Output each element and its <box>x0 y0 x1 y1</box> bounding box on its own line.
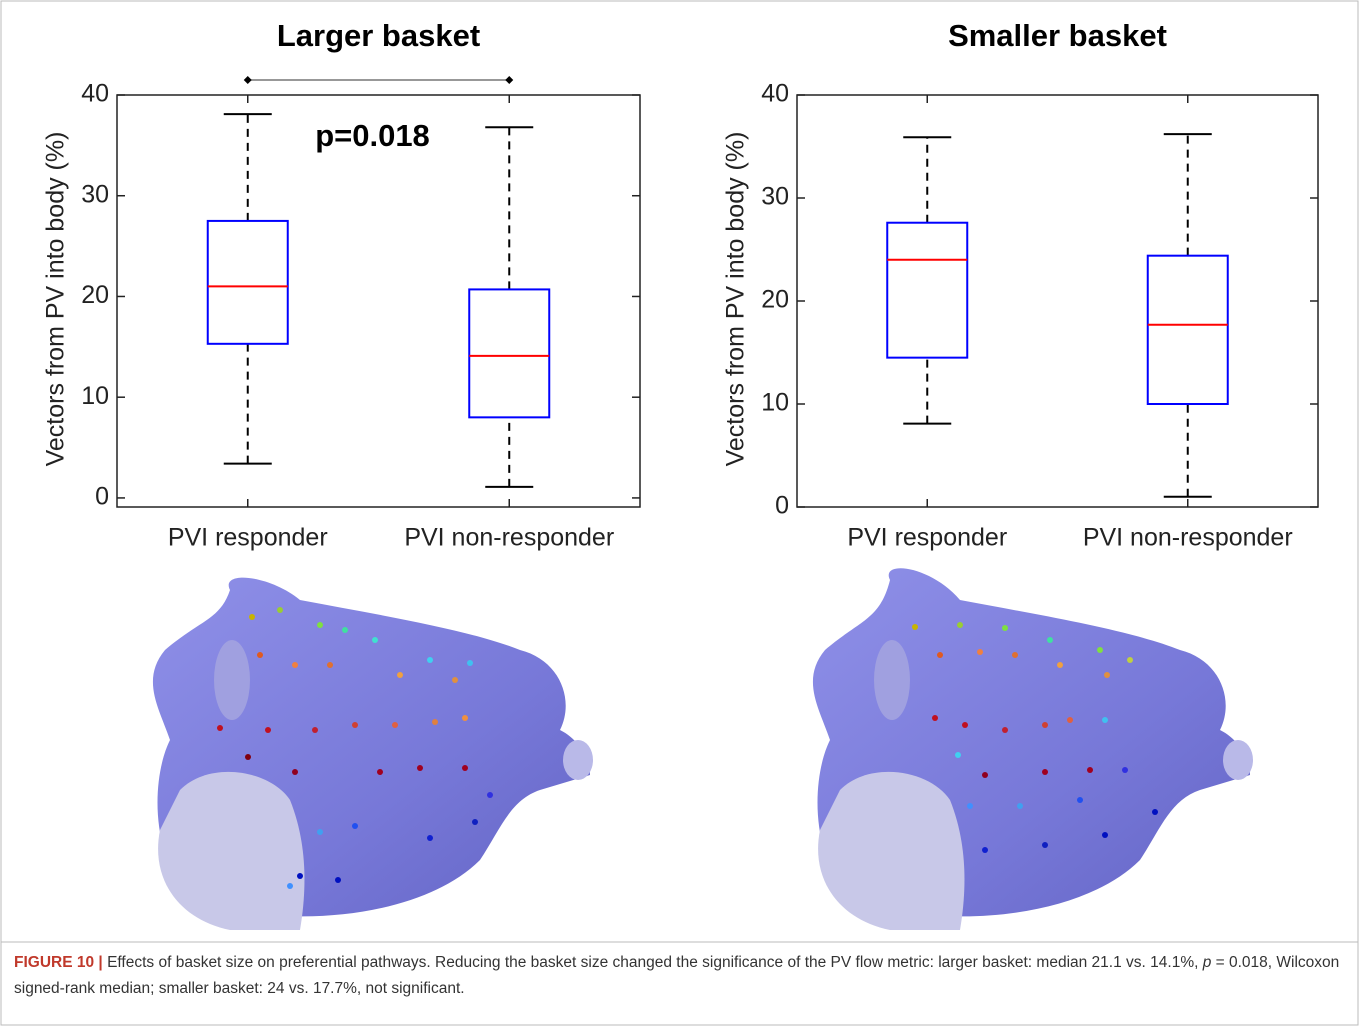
vein-opening <box>563 740 593 780</box>
y-tick-label: 0 <box>775 492 789 520</box>
x-tick-label: PVI responder <box>168 524 328 552</box>
caption: FIGURE 10 | Effects of basket size on pr… <box>14 950 1344 1002</box>
y-tick-label: 0 <box>95 483 109 511</box>
y-tick-label: 10 <box>761 389 789 417</box>
y-axis-label: Vectors from PV into body (%) <box>42 132 70 467</box>
heart-model-left <box>152 577 593 930</box>
cut-face <box>158 771 305 930</box>
box <box>206 219 289 345</box>
electrode-dots <box>217 607 493 889</box>
x-tick-label: PVI responder <box>847 524 1007 552</box>
caption-text: = 0.018, Wilcoxon signed-rank median; sm… <box>14 954 1340 997</box>
y-tick-label: 40 <box>81 80 109 108</box>
vein-opening <box>1223 740 1253 780</box>
y-tick-label: 20 <box>81 281 109 309</box>
box <box>468 288 551 419</box>
axes-frame <box>116 94 641 508</box>
bracket-end <box>505 76 514 84</box>
y-tick-label: 30 <box>761 183 789 211</box>
electrode-dots <box>912 622 1158 853</box>
chart-title: Larger basket <box>277 18 480 53</box>
x-tick-label: PVI non-responder <box>1083 524 1293 552</box>
y-tick-label: 10 <box>81 382 109 410</box>
caption-label: FIGURE 10 | <box>14 954 103 971</box>
y-axis-label: Vectors from PV into body (%) <box>722 132 750 467</box>
vein-opening <box>874 640 910 720</box>
box <box>886 221 969 359</box>
y-tick-label: 20 <box>761 286 789 314</box>
vein-opening <box>214 640 250 720</box>
x-tick-label: PVI non-responder <box>404 524 614 552</box>
axes-frame <box>796 94 1319 508</box>
box <box>1146 254 1229 405</box>
cut-face <box>818 771 965 930</box>
annotation: p=0.018 <box>315 118 430 153</box>
bracket-end <box>243 76 252 84</box>
y-tick-label: 40 <box>761 80 789 108</box>
caption-text: Effects of basket size on preferential p… <box>107 954 1203 971</box>
chart-title: Smaller basket <box>948 18 1167 53</box>
caption-text: p <box>1202 954 1212 971</box>
y-tick-label: 30 <box>81 180 109 208</box>
heart-model-right <box>812 568 1253 930</box>
